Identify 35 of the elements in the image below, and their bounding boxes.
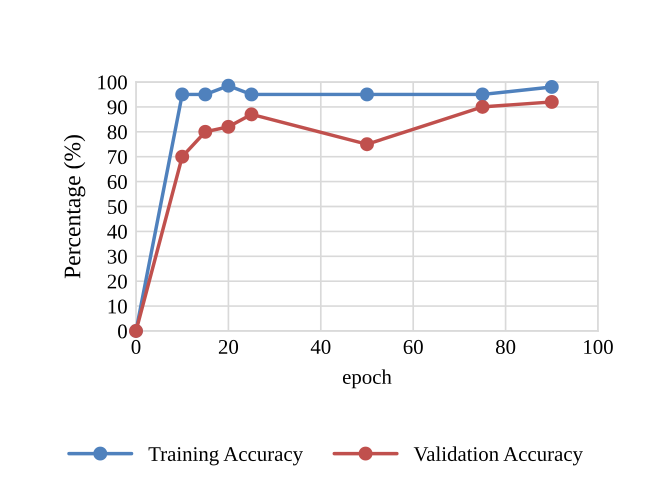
x-tick-label: 60: [404, 340, 423, 354]
x-axis-title: epoch: [342, 369, 392, 388]
point: [360, 88, 374, 102]
point: [544, 80, 559, 94]
x-tick-label: 20: [218, 340, 238, 354]
point: [175, 88, 190, 102]
point: [244, 88, 258, 102]
y-tick-label: 40: [107, 224, 127, 239]
y-tick-label: 50: [108, 200, 127, 214]
y-tick-label: 10: [108, 299, 127, 314]
point: [221, 120, 236, 134]
point: [476, 88, 490, 102]
y-tick-label: 0: [118, 324, 127, 338]
legend-label: Validation Accuracy: [414, 446, 583, 466]
x-tick-label: 80: [496, 340, 516, 354]
point: [175, 150, 190, 164]
point: [221, 78, 236, 93]
x-tick-label: 0: [132, 340, 140, 354]
y-tick-label: 30: [108, 250, 127, 264]
y-tick-label: 60: [108, 174, 127, 190]
y-tick-label: 90: [108, 100, 127, 114]
y-axis-title: Percentage (%): [64, 135, 86, 278]
point: [544, 94, 559, 109]
x-tick-label: 40: [310, 340, 330, 354]
y-tick-label: 100: [98, 75, 127, 90]
point: [198, 88, 212, 102]
point: [244, 107, 258, 122]
x-tick-label: 100: [584, 340, 613, 354]
y-tick-label: 70: [108, 150, 127, 164]
y-tick-label: 80: [108, 125, 127, 140]
point: [476, 100, 490, 114]
point: [360, 137, 374, 152]
point: [198, 124, 212, 139]
y-tick-label: 20: [108, 274, 127, 289]
legend-label: Training Accuracy: [148, 447, 303, 466]
